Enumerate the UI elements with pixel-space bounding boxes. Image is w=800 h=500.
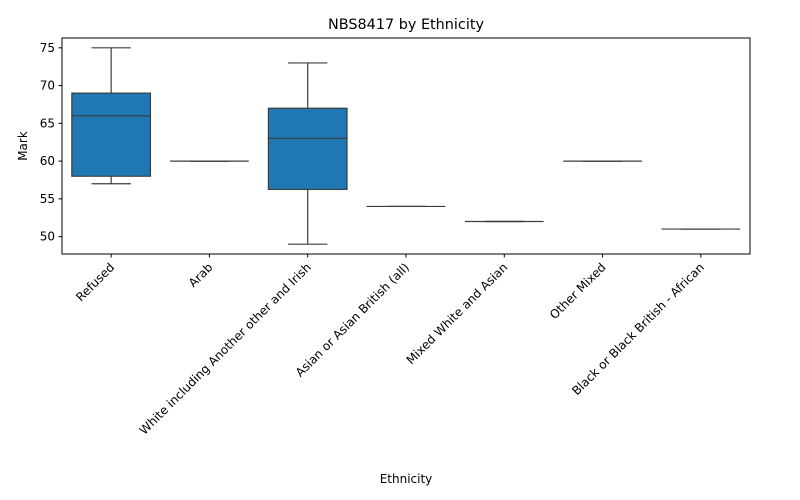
box-iqr xyxy=(71,92,152,177)
plot-area xyxy=(61,37,751,255)
y-tick-label: 50 xyxy=(40,230,55,244)
x-tick-label: Other Mixed xyxy=(547,260,609,322)
y-axis: 50 55 60 65 70 75 xyxy=(40,41,62,244)
chart-title: NBS8417 by Ethnicity xyxy=(328,17,484,33)
box-group xyxy=(71,47,152,185)
x-tick-label: Mixed White and Asian xyxy=(404,260,511,367)
y-tick-label: 65 xyxy=(40,116,55,130)
boxes-layer xyxy=(71,47,741,245)
y-tick-label: 60 xyxy=(40,154,55,168)
x-tick-label: Arab xyxy=(186,260,216,290)
x-tick-label: Refused xyxy=(73,260,117,304)
y-tick-label: 75 xyxy=(40,41,55,55)
x-tick-label: Asian or Asian British (all) xyxy=(293,260,412,379)
box-group xyxy=(267,62,348,245)
x-axis-label: Ethnicity xyxy=(380,472,433,486)
y-tick-label: 70 xyxy=(40,79,55,93)
box-iqr xyxy=(267,107,348,191)
y-axis-label: Mark xyxy=(16,131,30,161)
y-tick-label: 55 xyxy=(40,192,55,206)
x-tick-label: White including Another other and Irish xyxy=(137,260,314,437)
